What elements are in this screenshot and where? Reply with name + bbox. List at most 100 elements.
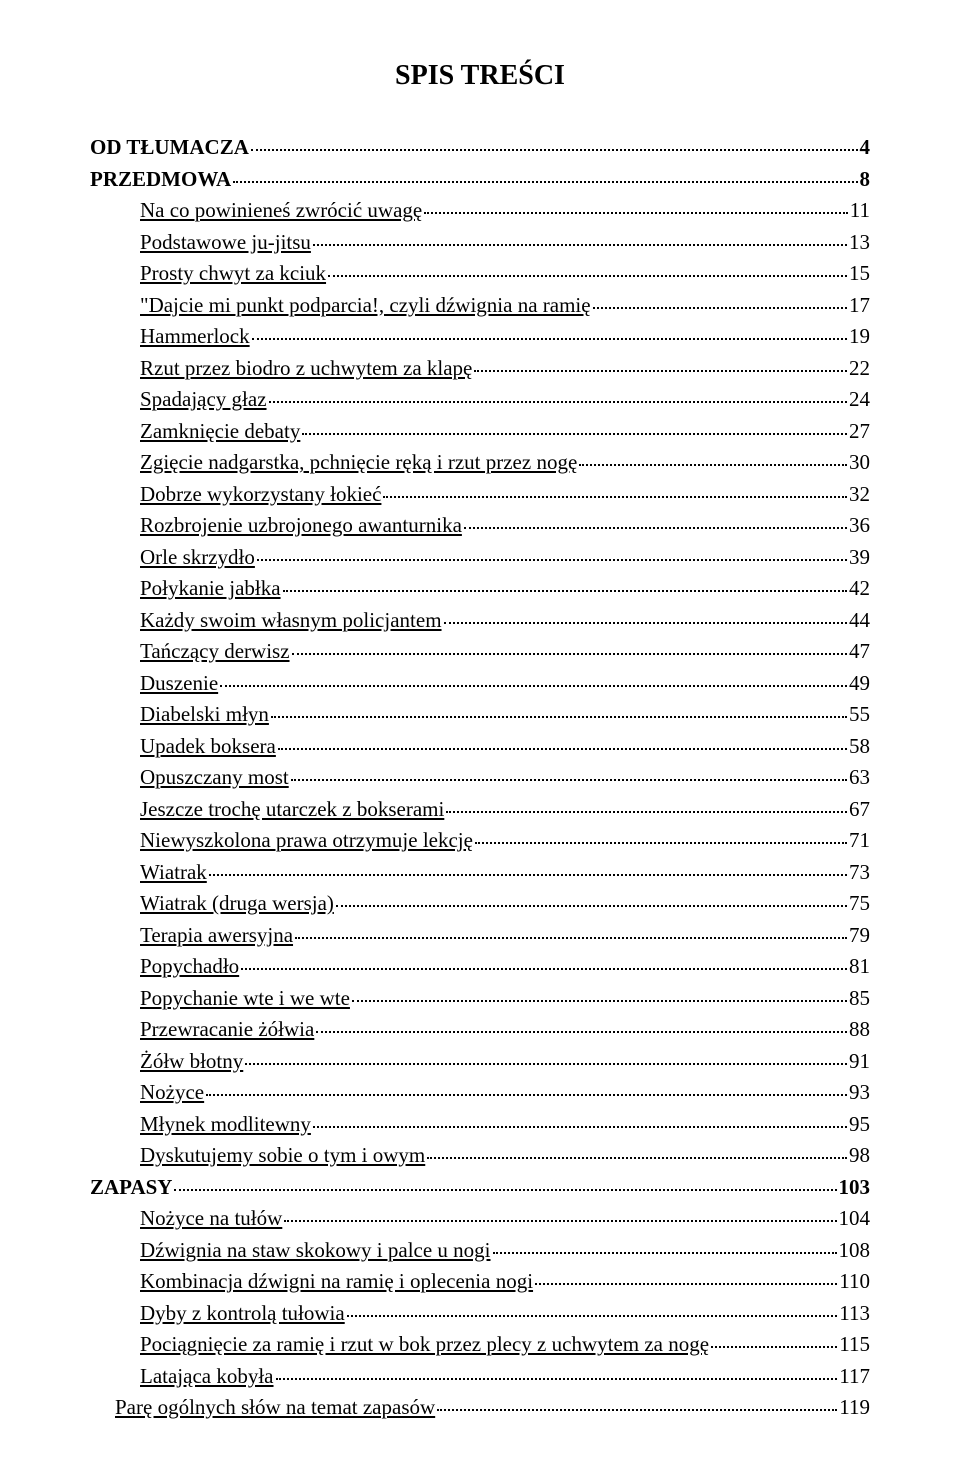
toc-dot-leader	[276, 1361, 838, 1380]
toc-dot-leader	[347, 1298, 838, 1317]
toc-entry[interactable]: Żółw błotny 91	[90, 1046, 870, 1078]
toc-entry-label: Pociągnięcie za ramię i rzut w bok przez…	[140, 1329, 709, 1361]
toc-entry-page: 71	[849, 825, 870, 857]
toc-entry-page: 75	[849, 888, 870, 920]
toc-entry[interactable]: Jeszcze trochę utarczek z bokserami67	[90, 794, 870, 826]
toc-entry-label: Prosty chwyt za kciuk	[140, 258, 326, 290]
toc-entry-page: 4	[860, 132, 871, 164]
toc-entry-label: OD TŁUMACZA	[90, 132, 249, 164]
toc-entry[interactable]: Rzut przez biodro z uchwytem za klapę22	[90, 353, 870, 385]
toc-dot-leader	[174, 1172, 836, 1191]
toc-entry[interactable]: Tańczący derwisz47	[90, 636, 870, 668]
toc-entry[interactable]: Połykanie jabłka42	[90, 573, 870, 605]
toc-entry-page: 8	[860, 164, 871, 196]
toc-entry-page: 85	[849, 983, 870, 1015]
toc-dot-leader	[336, 888, 847, 907]
toc-entry-label: Kombinacja dźwigni na ramię i oplecenia …	[140, 1266, 533, 1298]
toc-dot-leader	[257, 542, 847, 561]
toc-entry-page: 63	[849, 762, 870, 794]
toc-entry-page: 98	[849, 1140, 870, 1172]
toc-entry-page: 19	[849, 321, 870, 353]
toc-entry[interactable]: Dobrze wykorzystany łokieć32	[90, 479, 870, 511]
toc-entry-label: "Dajcie mi punkt podparcia!, czyli dźwig…	[140, 290, 591, 322]
toc-entry[interactable]: Wiatrak (druga wersja)75	[90, 888, 870, 920]
toc-dot-leader	[251, 132, 858, 151]
toc-dot-leader	[579, 447, 847, 466]
toc-entry[interactable]: Podstawowe ju-jitsu13	[90, 227, 870, 259]
toc-entry[interactable]: Popychadło81	[90, 951, 870, 983]
toc-entry-label: Latająca kobyła	[140, 1361, 274, 1393]
toc-entry-page: 108	[839, 1235, 871, 1267]
toc-entry[interactable]: Latająca kobyła117	[90, 1361, 870, 1393]
toc-entry-label: PRZEDMOWA	[90, 164, 231, 196]
toc-entry[interactable]: Hammerlock19	[90, 321, 870, 353]
toc-entry-page: 95	[849, 1109, 870, 1141]
toc-entry[interactable]: Upadek boksera58	[90, 731, 870, 763]
toc-entry[interactable]: Rozbrojenie uzbrojonego awanturnika36	[90, 510, 870, 542]
toc-entry-page: 55	[849, 699, 870, 731]
toc-entry[interactable]: Każdy swoim własnym policjantem44	[90, 605, 870, 637]
toc-entry-label: Dyby z kontrolą tułowia	[140, 1298, 345, 1330]
toc-entry[interactable]: "Dajcie mi punkt podparcia!, czyli dźwig…	[90, 290, 870, 322]
toc-entry[interactable]: Dźwignia na staw skokowy i palce u nogi 1…	[90, 1235, 870, 1267]
toc-dot-leader	[233, 164, 857, 183]
toc-entry[interactable]: Dyby z kontrolą tułowia 113	[90, 1298, 870, 1330]
page-title: SPIS TREŚCI	[90, 60, 870, 92]
toc-entry-page: 113	[839, 1298, 870, 1330]
toc-entry[interactable]: Terapia awersyjna79	[90, 920, 870, 952]
toc-entry-label: Żółw błotny	[140, 1046, 243, 1078]
toc-entry-page: 49	[849, 668, 870, 700]
toc-entry-label: Połykanie jabłka	[140, 573, 281, 605]
toc-entry-page: 110	[839, 1266, 870, 1298]
toc-entry[interactable]: Nożyce na tułów104	[90, 1203, 870, 1235]
toc-entry[interactable]: Popychanie wte i we wte85	[90, 983, 870, 1015]
toc-entry[interactable]: Prosty chwyt za kciuk15	[90, 258, 870, 290]
toc-dot-leader	[535, 1266, 837, 1285]
toc-entry-page: 67	[849, 794, 870, 826]
toc-dot-leader	[474, 353, 847, 372]
toc-entry-page: 119	[839, 1392, 870, 1424]
table-of-contents: OD TŁUMACZA 4 PRZEDMOWA 8Na co powinieneś z…	[90, 132, 870, 1424]
toc-entry[interactable]: Dyskutujemy sobie o tym i owym98	[90, 1140, 870, 1172]
toc-dot-leader	[313, 1109, 847, 1128]
toc-entry[interactable]: Przewracanie żółwia88	[90, 1014, 870, 1046]
toc-entry-label: Terapia awersyjna	[140, 920, 293, 952]
toc-entry[interactable]: Zamknięcie debaty27	[90, 416, 870, 448]
toc-dot-leader	[383, 479, 847, 498]
toc-entry-label: ZAPASY	[90, 1172, 172, 1204]
toc-entry-label: Zgięcie nadgarstka, pchnięcie ręką i rzu…	[140, 447, 577, 479]
toc-entry[interactable]: Parę ogólnych słów na temat zapasów119	[90, 1392, 870, 1424]
toc-entry-label: Dźwignia na staw skokowy i palce u nogi	[140, 1235, 491, 1267]
toc-entry[interactable]: Nożyce93	[90, 1077, 870, 1109]
toc-entry-page: 103	[839, 1172, 871, 1204]
toc-entry[interactable]: Pociągnięcie za ramię i rzut w bok przez…	[90, 1329, 870, 1361]
toc-dot-leader	[284, 1203, 836, 1222]
toc-entry[interactable]: Spadający głaz24	[90, 384, 870, 416]
toc-entry-label: Tańczący derwisz	[140, 636, 290, 668]
toc-dot-leader	[424, 195, 848, 214]
toc-dot-leader	[271, 699, 847, 718]
toc-entry[interactable]: Orle skrzydło39	[90, 542, 870, 574]
toc-entry-page: 27	[849, 416, 870, 448]
toc-entry-page: 39	[849, 542, 870, 574]
toc-entry-label: Rozbrojenie uzbrojonego awanturnika	[140, 510, 462, 542]
toc-entry[interactable]: Opuszczany most63	[90, 762, 870, 794]
toc-dot-leader	[444, 605, 847, 624]
toc-dot-leader	[245, 1046, 847, 1065]
toc-entry[interactable]: Zgięcie nadgarstka, pchnięcie ręką i rzu…	[90, 447, 870, 479]
toc-entry[interactable]: Niewyszkolona prawa otrzymuje lekcję71	[90, 825, 870, 857]
toc-entry[interactable]: Na co powinieneś zwrócić uwagę11	[90, 195, 870, 227]
toc-entry[interactable]: Kombinacja dźwigni na ramię i oplecenia …	[90, 1266, 870, 1298]
toc-dot-leader	[316, 1014, 847, 1033]
toc-entry-page: 91	[849, 1046, 870, 1078]
toc-entry[interactable]: Diabelski młyn55	[90, 699, 870, 731]
toc-entry-label: Rzut przez biodro z uchwytem za klapę	[140, 353, 472, 385]
toc-entry-page: 11	[850, 195, 870, 227]
toc-entry[interactable]: Wiatrak73	[90, 857, 870, 889]
toc-entry-page: 88	[849, 1014, 870, 1046]
toc-dot-leader	[278, 731, 847, 750]
toc-entry: PRZEDMOWA 8	[90, 164, 870, 196]
toc-entry[interactable]: Duszenie49	[90, 668, 870, 700]
toc-entry[interactable]: Młynek modlitewny95	[90, 1109, 870, 1141]
toc-entry-page: 13	[849, 227, 870, 259]
